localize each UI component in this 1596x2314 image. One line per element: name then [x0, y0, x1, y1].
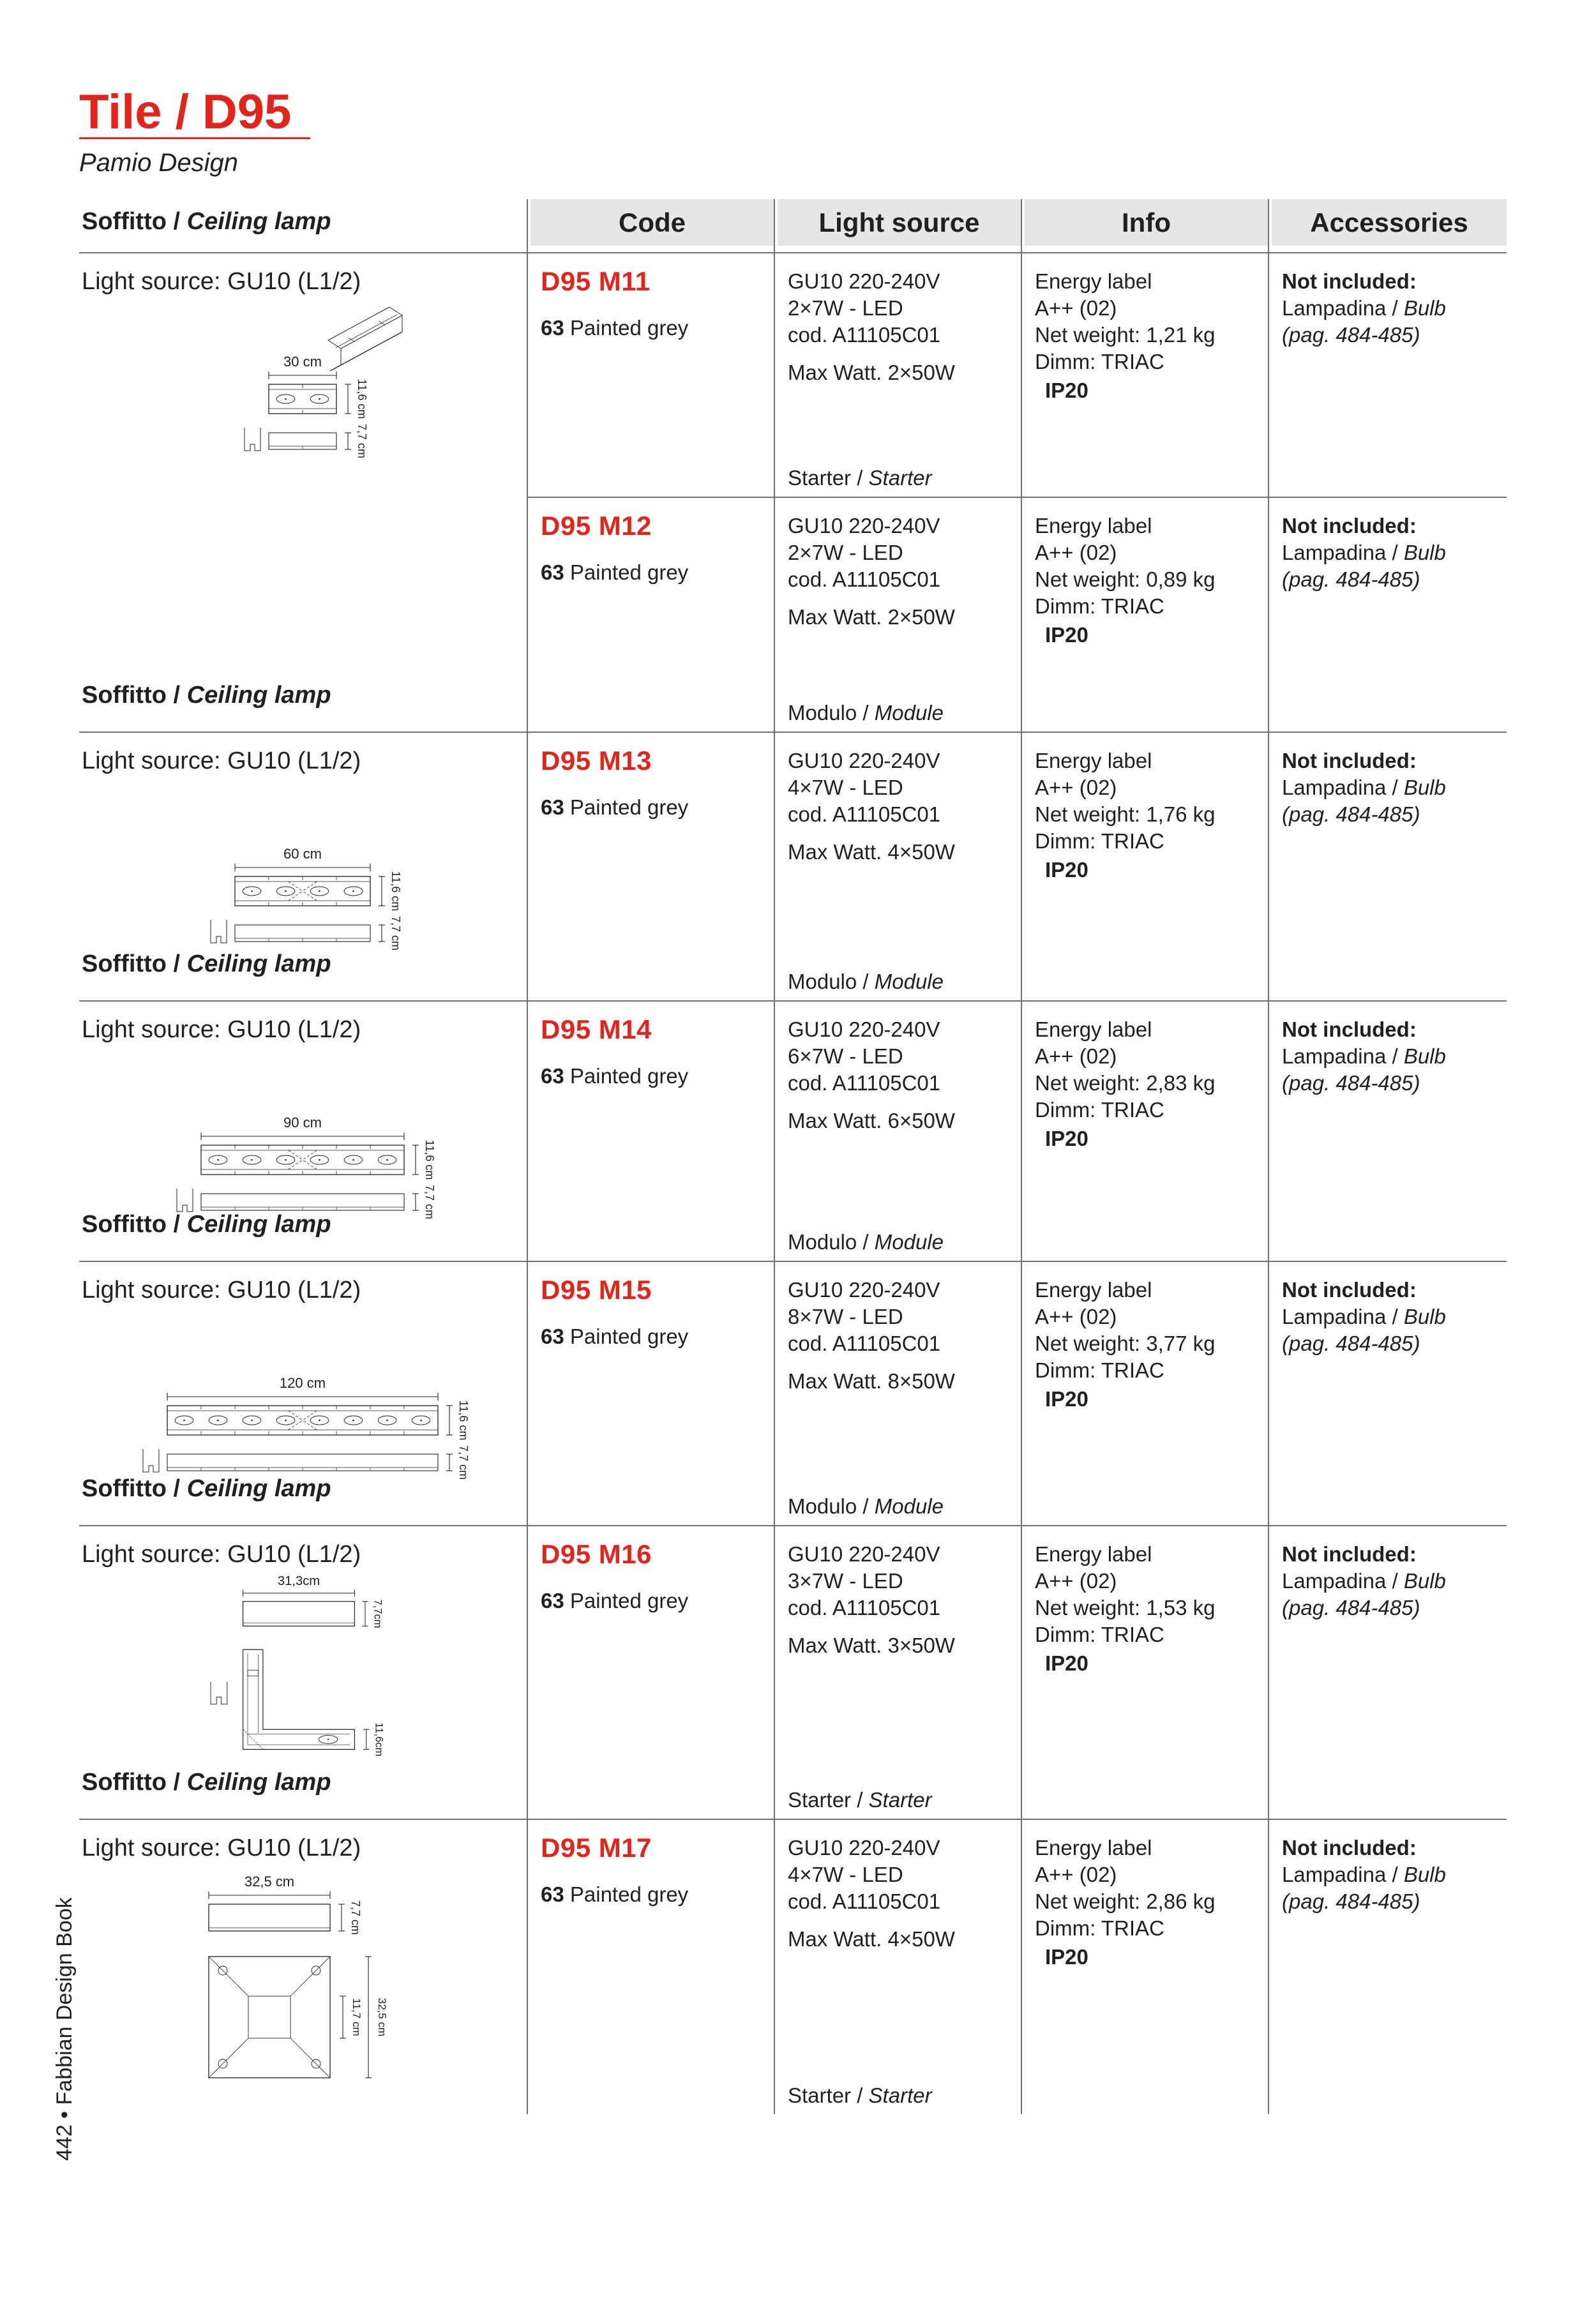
svg-text:90 cm: 90 cm	[283, 1115, 322, 1131]
svg-text:30 cm: 30 cm	[283, 354, 322, 370]
svg-text:32,5 cm: 32,5 cm	[245, 1874, 294, 1890]
svg-text:7,7 cm: 7,7 cm	[423, 1185, 436, 1219]
svg-text:7,7cm: 7,7cm	[372, 1599, 384, 1628]
svg-text:7,7 cm: 7,7 cm	[457, 1445, 470, 1480]
svg-text:11,6cm: 11,6cm	[373, 1722, 386, 1756]
svg-text:11,6 cm: 11,6 cm	[389, 871, 402, 912]
svg-text:11,7 cm: 11,7 cm	[350, 1998, 363, 2036]
svg-text:11,6 cm: 11,6 cm	[356, 379, 368, 419]
svg-text:11,6 cm: 11,6 cm	[457, 1401, 470, 1441]
svg-text:11,6 cm: 11,6 cm	[423, 1140, 436, 1180]
svg-text:32,5 cm: 32,5 cm	[376, 1998, 388, 2036]
svg-text:7,7 cm: 7,7 cm	[356, 424, 368, 458]
svg-text:7,7 cm: 7,7 cm	[389, 916, 402, 950]
svg-text:7,7 cm: 7,7 cm	[349, 1900, 362, 1935]
svg-text:120 cm: 120 cm	[280, 1375, 326, 1391]
svg-text:60 cm: 60 cm	[283, 846, 322, 862]
svg-text:31,3cm: 31,3cm	[278, 1574, 320, 1588]
